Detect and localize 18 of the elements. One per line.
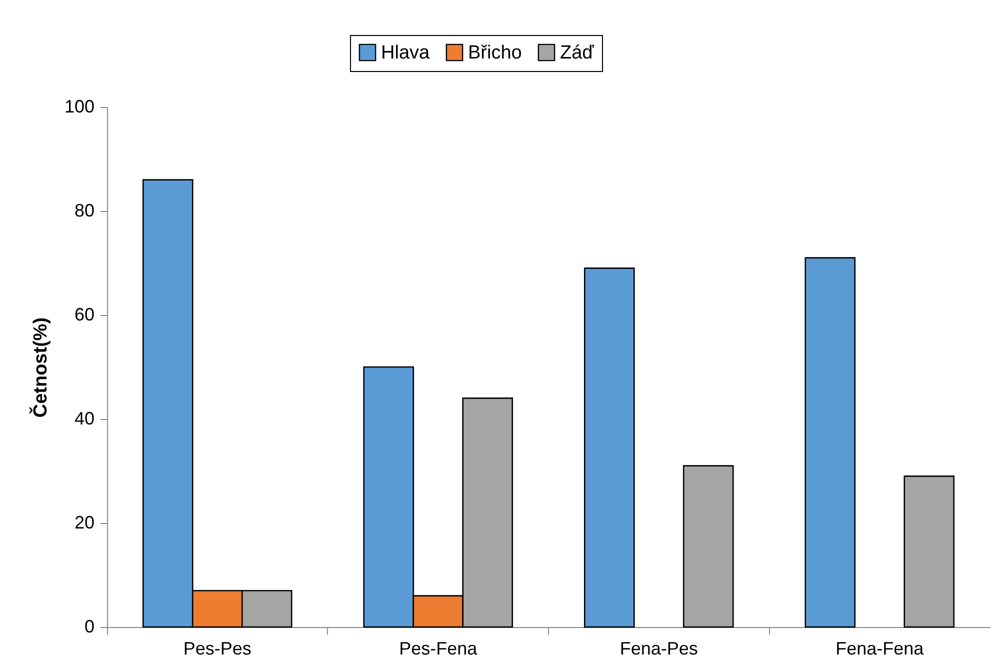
- y-axis-title: Četnost(%): [28, 317, 52, 418]
- y-tick-label: 100: [64, 96, 94, 116]
- y-tick-label: 40: [74, 408, 94, 428]
- y-tick-label: 0: [84, 616, 94, 636]
- bar: [804, 257, 856, 628]
- y-tick-label: 60: [74, 304, 94, 324]
- legend-label: Hlava: [381, 42, 430, 64]
- x-tick-label: Fena-Fena: [836, 638, 925, 655]
- x-tick-label: Fena-Pes: [620, 638, 698, 655]
- legend-label: Záď: [560, 42, 594, 64]
- x-tick-label: Pes-Pes: [183, 638, 252, 655]
- y-tick-label: 80: [74, 200, 94, 220]
- y-tick-label: 20: [74, 512, 94, 532]
- x-tick-label: Pes-Fena: [399, 638, 478, 655]
- legend-label: Břicho: [468, 42, 522, 64]
- bar: [904, 476, 955, 628]
- bar: [584, 268, 635, 628]
- bar: [682, 465, 734, 628]
